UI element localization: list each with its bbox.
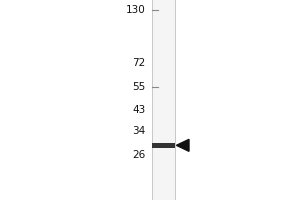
Polygon shape bbox=[176, 139, 189, 151]
Text: 34: 34 bbox=[132, 126, 146, 136]
Text: 55: 55 bbox=[132, 82, 146, 92]
Text: 26: 26 bbox=[132, 150, 146, 160]
Text: 72: 72 bbox=[132, 58, 146, 68]
Text: 43: 43 bbox=[132, 105, 146, 115]
Bar bbox=[152, 0, 175, 200]
Bar bbox=[152, 143, 175, 148]
Text: 130: 130 bbox=[126, 5, 146, 15]
